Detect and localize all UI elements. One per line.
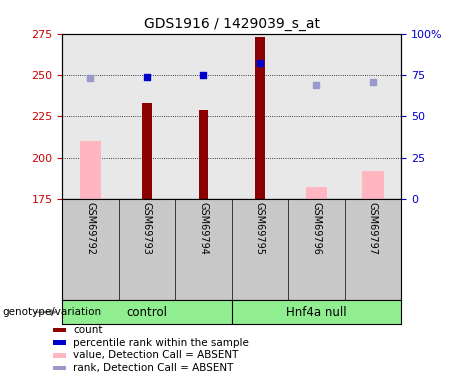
Text: GSM69794: GSM69794 xyxy=(198,202,208,255)
Text: GSM69795: GSM69795 xyxy=(255,202,265,255)
Bar xyxy=(53,340,66,345)
Text: Hnf4a null: Hnf4a null xyxy=(286,306,347,319)
Text: value, Detection Call = ABSENT: value, Detection Call = ABSENT xyxy=(73,350,238,360)
Text: rank, Detection Call = ABSENT: rank, Detection Call = ABSENT xyxy=(73,363,234,373)
Point xyxy=(87,75,94,81)
Bar xyxy=(80,141,101,199)
Text: control: control xyxy=(126,306,167,319)
Point xyxy=(369,79,377,85)
Point xyxy=(256,60,264,66)
Bar xyxy=(362,171,384,199)
Text: GSM69797: GSM69797 xyxy=(368,202,378,255)
Point xyxy=(313,82,320,88)
Bar xyxy=(199,110,208,199)
Bar xyxy=(53,328,66,332)
Bar xyxy=(53,353,66,358)
Title: GDS1916 / 1429039_s_at: GDS1916 / 1429039_s_at xyxy=(144,17,319,32)
Text: percentile rank within the sample: percentile rank within the sample xyxy=(73,338,249,348)
Text: GSM69796: GSM69796 xyxy=(311,202,321,255)
Text: count: count xyxy=(73,325,103,335)
Bar xyxy=(142,103,152,199)
Point xyxy=(143,74,151,80)
Bar xyxy=(53,366,66,370)
Text: GSM69792: GSM69792 xyxy=(85,202,95,255)
Point xyxy=(200,72,207,78)
Bar xyxy=(306,187,327,199)
Text: GSM69793: GSM69793 xyxy=(142,202,152,255)
Text: genotype/variation: genotype/variation xyxy=(2,307,101,317)
Bar xyxy=(255,37,265,199)
